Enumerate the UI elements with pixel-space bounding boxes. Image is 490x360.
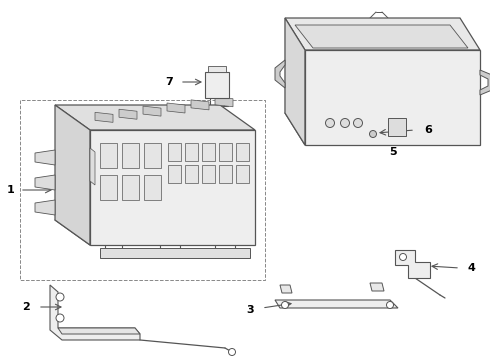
Polygon shape [168,165,181,183]
Polygon shape [236,165,249,183]
Polygon shape [100,175,117,200]
Polygon shape [90,148,95,185]
Text: 1: 1 [6,185,14,195]
Polygon shape [185,143,198,161]
Polygon shape [95,112,113,122]
Polygon shape [144,143,161,168]
Text: 7: 7 [165,77,173,87]
Polygon shape [185,165,198,183]
Text: 3: 3 [246,305,254,315]
Circle shape [228,348,236,356]
Polygon shape [285,18,305,145]
Polygon shape [215,97,233,107]
Circle shape [56,293,64,301]
Circle shape [399,253,407,261]
Polygon shape [50,285,140,340]
Polygon shape [100,248,250,258]
Polygon shape [35,200,55,215]
Polygon shape [305,50,480,145]
Polygon shape [143,106,161,116]
Text: 4: 4 [467,263,475,273]
Polygon shape [370,283,384,291]
Circle shape [341,118,349,127]
Polygon shape [208,66,226,72]
Bar [205,72,229,98]
Circle shape [56,314,64,322]
Circle shape [387,302,393,309]
Polygon shape [35,150,55,165]
Polygon shape [119,109,137,119]
Polygon shape [388,118,406,136]
Polygon shape [295,25,468,48]
Polygon shape [236,143,249,161]
Text: 6: 6 [424,125,432,135]
Polygon shape [122,143,139,168]
Text: 2: 2 [22,302,30,312]
Polygon shape [55,105,255,130]
Polygon shape [280,285,292,293]
Polygon shape [480,70,490,95]
Circle shape [281,302,289,309]
Polygon shape [202,143,215,161]
Polygon shape [100,143,117,168]
Polygon shape [55,105,90,245]
Circle shape [353,118,363,127]
Polygon shape [395,250,430,278]
Circle shape [325,118,335,127]
Polygon shape [285,18,480,50]
Polygon shape [191,100,209,110]
Text: 5: 5 [389,147,397,157]
Polygon shape [275,300,398,308]
Polygon shape [58,328,140,334]
Polygon shape [122,175,139,200]
Polygon shape [219,143,232,161]
Polygon shape [202,165,215,183]
Circle shape [369,131,376,138]
Polygon shape [90,130,255,245]
Polygon shape [167,103,185,113]
Polygon shape [219,165,232,183]
Polygon shape [35,175,55,190]
Polygon shape [144,175,161,200]
Polygon shape [168,143,181,161]
Polygon shape [275,60,285,88]
